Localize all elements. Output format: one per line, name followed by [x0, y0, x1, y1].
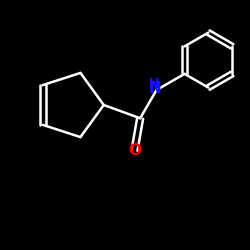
Text: N: N: [149, 81, 162, 96]
Text: O: O: [128, 143, 141, 158]
Text: H: H: [149, 76, 159, 90]
